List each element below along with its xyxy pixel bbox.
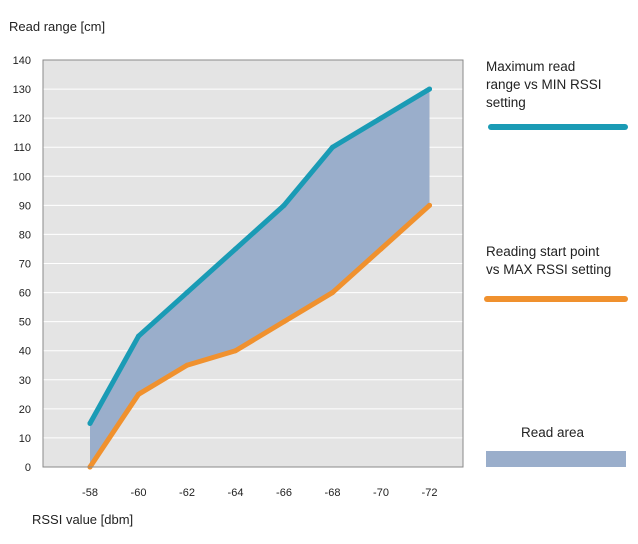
legend-area-swatch xyxy=(486,451,626,467)
legend-max-label-line: range vs MIN RSSI xyxy=(486,77,602,92)
x-tick-label: -70 xyxy=(373,487,389,499)
data-point xyxy=(427,86,432,92)
data-point xyxy=(233,348,238,354)
data-point xyxy=(281,202,287,208)
legend-start-line-swatch xyxy=(484,296,628,302)
data-point xyxy=(281,319,287,325)
legend-max-line-swatch xyxy=(488,124,628,130)
x-tick-label: -60 xyxy=(131,487,147,499)
data-point xyxy=(330,144,335,150)
data-point xyxy=(427,202,432,208)
y-tick-label: 120 xyxy=(13,113,31,125)
y-tick-label: 90 xyxy=(19,200,31,212)
y-tick-label: 30 xyxy=(19,375,31,387)
y-axis-title: Read range [cm] xyxy=(9,19,105,34)
y-tick-label: 100 xyxy=(13,171,31,183)
y-tick-label: 0 xyxy=(25,462,31,474)
series-line-max-read-range xyxy=(87,86,432,426)
x-tick-labels: -58 -60 -62 -64 -66 -68 -70 -72 xyxy=(82,487,437,499)
x-tick-label: -72 xyxy=(422,487,438,499)
y-tick-label: 110 xyxy=(13,142,31,154)
series-line-reading-start xyxy=(87,202,432,470)
legend-start-label-line: vs MAX RSSI setting xyxy=(486,262,612,277)
legend-start-label: Reading start point vs MAX RSSI setting xyxy=(486,243,611,279)
x-axis-title: RSSI value [dbm] xyxy=(32,512,133,527)
series-lines xyxy=(87,86,432,470)
y-tick-label: 10 xyxy=(19,433,31,445)
legend-area-label: Read area xyxy=(521,425,585,440)
y-tick-label: 140 xyxy=(13,55,31,67)
data-point xyxy=(87,420,93,426)
x-tick-label: -62 xyxy=(179,487,195,499)
data-point xyxy=(378,246,384,252)
data-point xyxy=(330,290,335,296)
data-point xyxy=(378,115,384,121)
x-tick-label: -64 xyxy=(228,487,244,499)
y-tick-label: 20 xyxy=(19,404,31,416)
legend-max-label: Maximum read range vs MIN RSSI setting xyxy=(486,58,602,112)
read-area-fill xyxy=(90,89,430,468)
legend-start-label-line: Reading start point xyxy=(486,244,600,259)
legend-max-label-line: Maximum read xyxy=(486,59,576,74)
legend-max-label-line: setting xyxy=(486,95,526,110)
y-tick-label: 60 xyxy=(19,288,31,300)
data-point xyxy=(136,391,141,397)
data-point xyxy=(184,362,190,368)
data-point xyxy=(184,290,190,296)
plot-frame xyxy=(42,59,464,468)
x-tick-label: -66 xyxy=(276,487,292,499)
y-tick-label: 40 xyxy=(19,346,31,358)
y-tick-label: 130 xyxy=(13,84,31,96)
y-tick-label: 80 xyxy=(19,229,31,241)
data-point xyxy=(136,333,141,339)
x-tick-label: -58 xyxy=(82,487,98,499)
y-tick-label: 70 xyxy=(19,259,31,271)
y-tick-label: 50 xyxy=(19,317,31,329)
y-tick-labels: 0 10 20 30 40 50 60 70 80 90 100 110 120 130 140 xyxy=(13,55,31,474)
x-tick-label: -68 xyxy=(325,487,341,499)
data-point xyxy=(233,246,238,252)
